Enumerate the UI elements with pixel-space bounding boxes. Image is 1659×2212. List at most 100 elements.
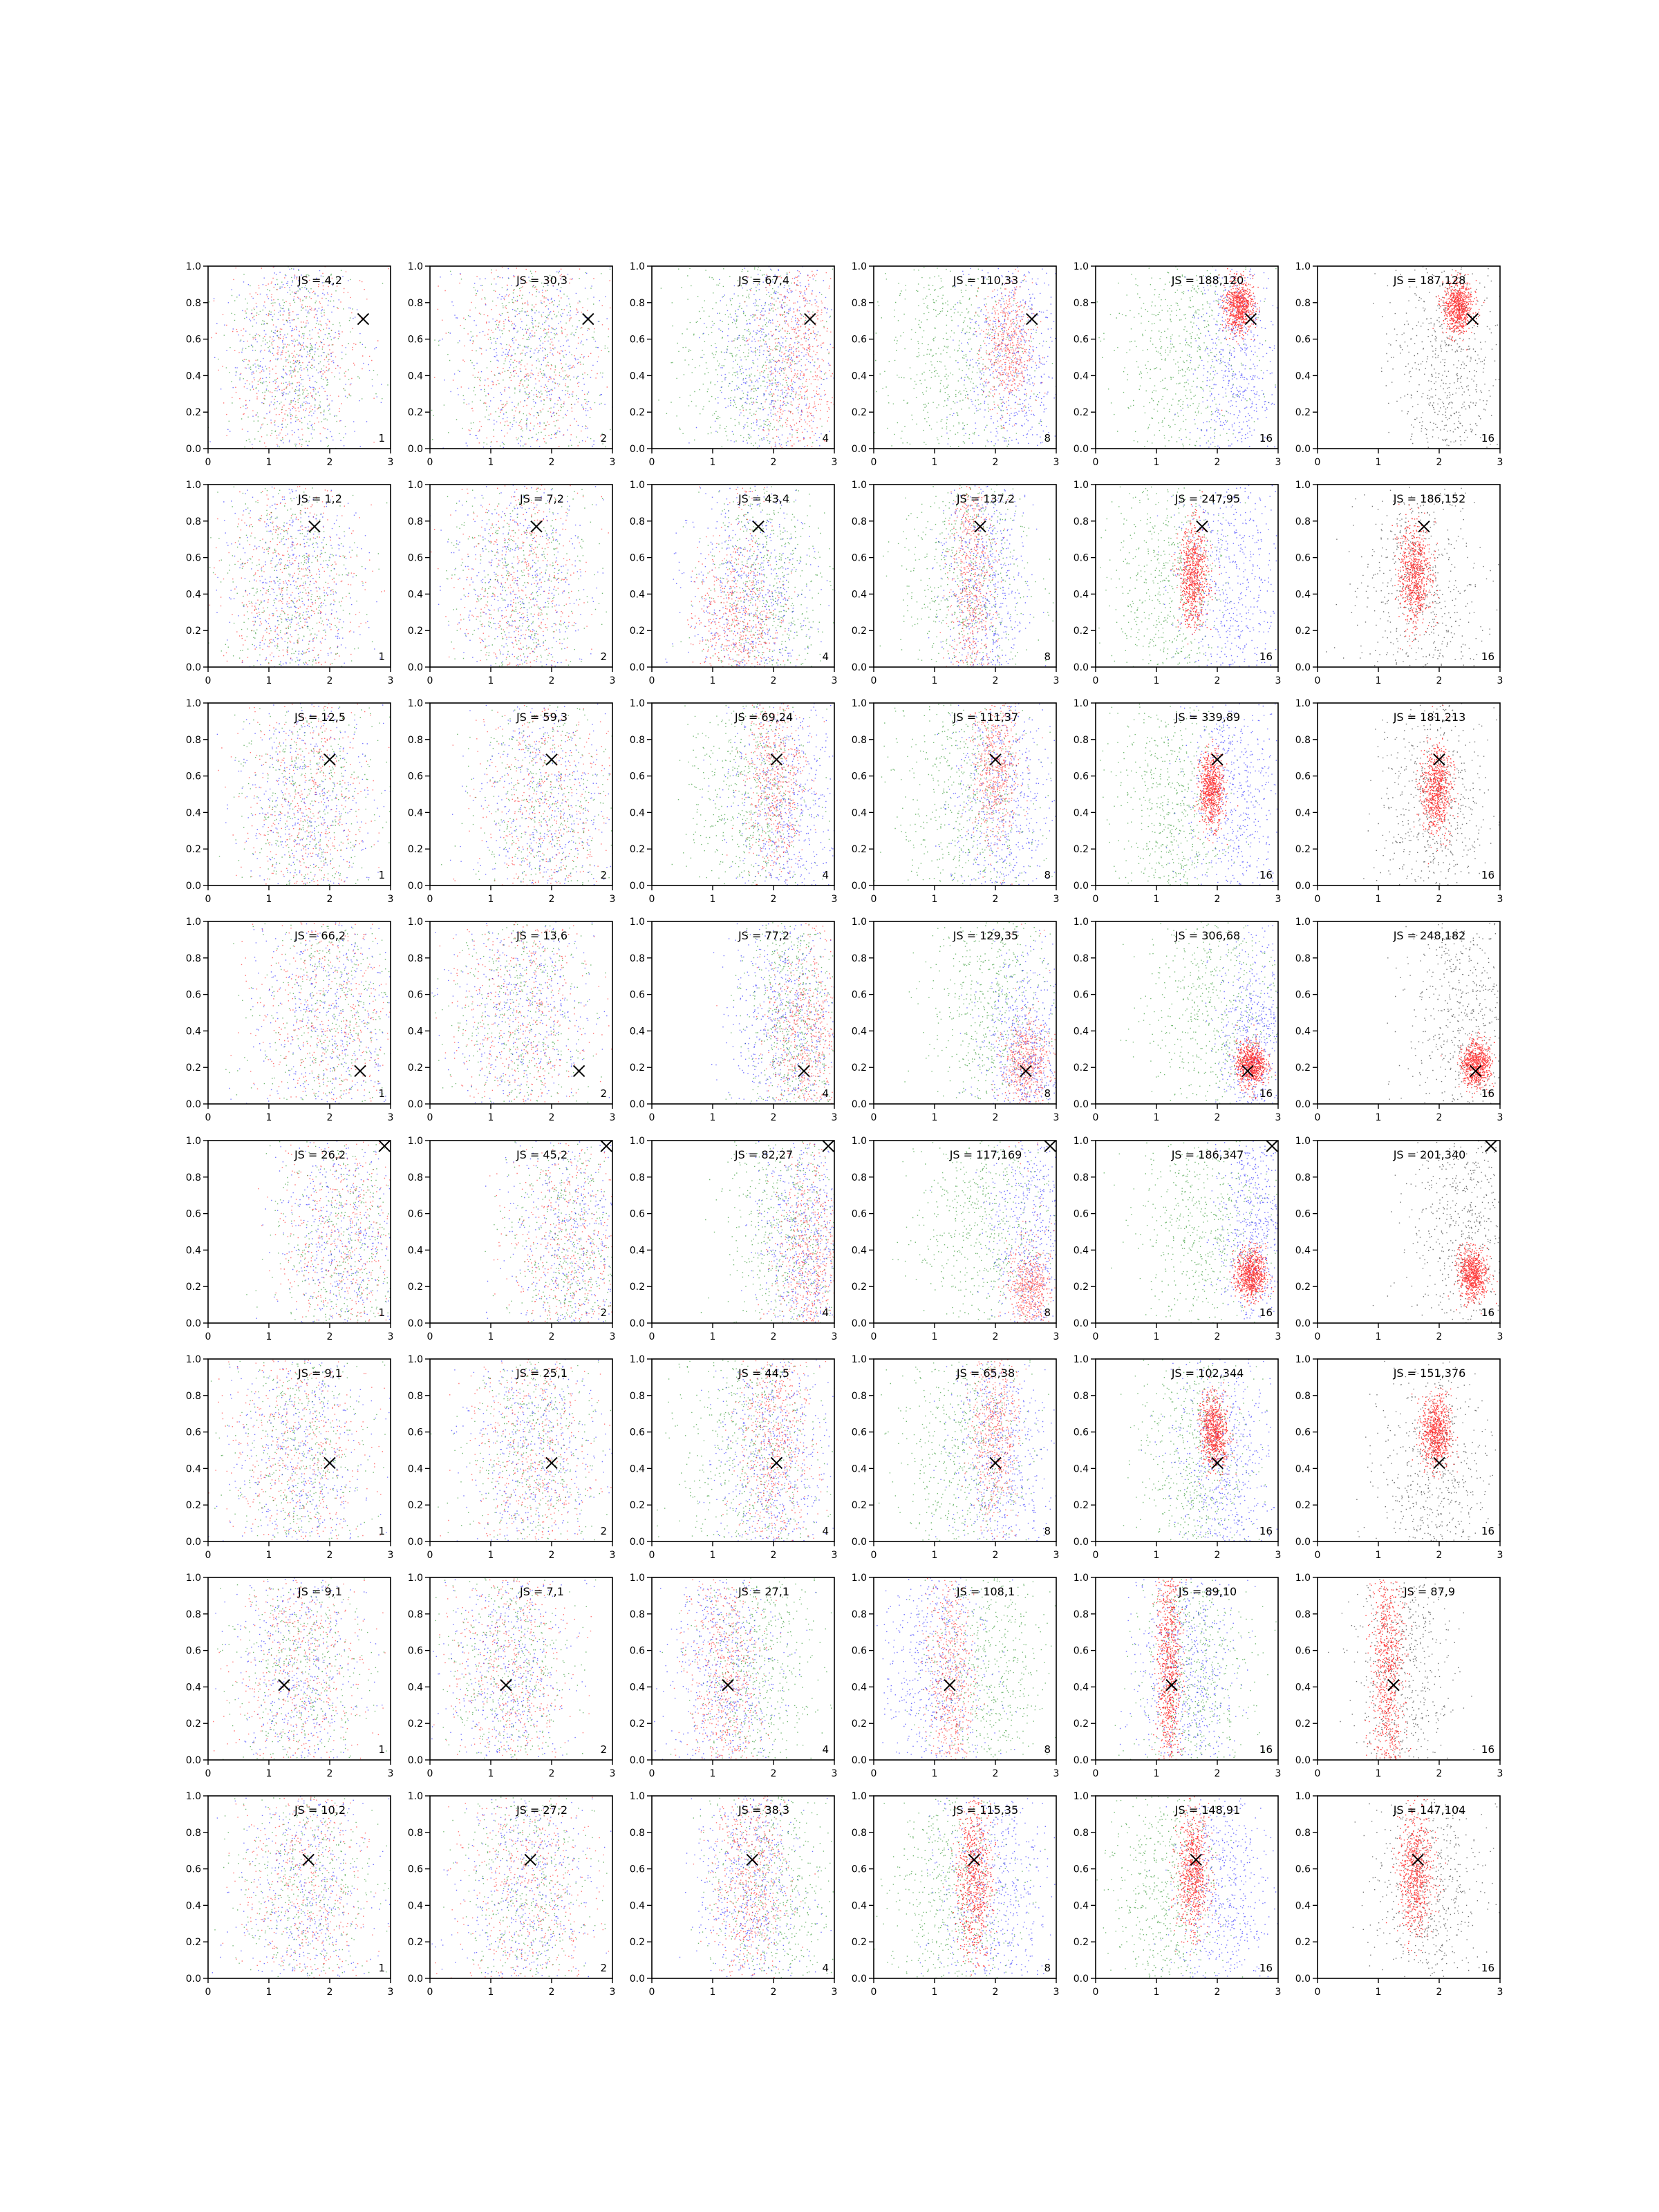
scatter-series-green (1121, 1360, 1268, 1541)
x-tick-label: 2 (993, 457, 999, 468)
y-tick-label: 1.0 (852, 1791, 867, 1802)
target-cross-marker (1027, 314, 1038, 325)
count-label: 16 (1259, 650, 1273, 663)
y-tick-label: 0.6 (408, 1864, 423, 1875)
y-tick-label: 0.8 (1074, 1172, 1089, 1183)
scatter-series-blue (647, 1580, 816, 1761)
count-label: 8 (1044, 1962, 1051, 1974)
x-tick-label: 2 (1215, 1112, 1221, 1123)
x-tick-label: 2 (771, 1112, 777, 1123)
x-tick-label: 0 (649, 894, 655, 905)
target-cross-marker (990, 754, 1001, 765)
scatter-series-blue (688, 266, 865, 449)
scatter-series-mix (209, 1360, 402, 1542)
subplot-r3-c0: 0 1 2 30.00.20.40.60.81.0JS = 66,21 (186, 917, 451, 1123)
js-score-label: JS = 69,24 (734, 711, 793, 724)
y-tick-label: 0.8 (408, 1172, 423, 1183)
y-tick-label: 0.8 (1295, 1828, 1311, 1839)
x-tick-label: 2 (1436, 675, 1443, 686)
y-tick-label: 0.8 (630, 1391, 645, 1402)
y-tick-label: 0.2 (630, 1937, 645, 1948)
x-tick-label: 1 (1376, 457, 1382, 468)
y-tick-label: 0.2 (186, 1062, 201, 1074)
y-tick-label: 1.0 (1074, 1136, 1089, 1147)
x-tick-label: 0 (205, 457, 212, 468)
subplot-r0-c0: 0 1 2 30.00.20.40.60.81.0JS = 4,21 (186, 261, 406, 468)
js-score-label: JS = 201,340 (1393, 1148, 1466, 1161)
axes-frame (874, 1577, 1056, 1760)
y-tick-label: 0.2 (1295, 626, 1311, 637)
x-tick-label: 1 (1376, 1112, 1382, 1123)
js-score-label: JS = 137,2 (956, 492, 1015, 505)
axes-frame (1096, 1577, 1278, 1760)
x-tick-label: 0 (427, 1331, 433, 1342)
subplot-r0-c1: 0 1 2 30.00.20.40.60.81.0JS = 30,32 (408, 261, 665, 468)
y-tick-label: 0.6 (630, 990, 645, 1001)
x-tick-label: 0 (427, 894, 433, 905)
scatter-series-mix (256, 1141, 442, 1323)
y-tick-label: 0.6 (186, 990, 201, 1001)
scatter-series-red (962, 703, 1043, 885)
y-tick-label: 0.0 (186, 1974, 201, 1985)
point-cloud (425, 1578, 596, 1761)
x-tick-label: 1 (932, 1987, 938, 1998)
y-tick-label: 0.0 (408, 881, 423, 892)
y-tick-label: 0.4 (1074, 807, 1089, 818)
scatter-series-red (1448, 1242, 1501, 1314)
x-tick-label: 3 (1497, 894, 1503, 905)
scatter-series-blue (1120, 1578, 1256, 1761)
y-tick-label: 1.0 (1295, 917, 1311, 928)
count-label: 4 (822, 1962, 829, 1974)
scatter-series-green (1094, 1796, 1243, 1979)
scatter-series-blue (1206, 925, 1305, 1105)
scatter-series-mix (453, 705, 633, 886)
y-tick-label: 0.0 (1295, 1974, 1311, 1985)
axes-frame (874, 921, 1056, 1104)
x-tick-label: 2 (327, 1768, 333, 1779)
y-tick-label: 0.0 (408, 1974, 423, 1985)
scatter-series-mix (217, 703, 404, 886)
y-tick-label: 0.6 (408, 1646, 423, 1657)
x-tick-label: 2 (1436, 1331, 1443, 1342)
x-tick-label: 1 (710, 1987, 716, 1998)
y-tick-label: 0.0 (186, 662, 201, 673)
y-tick-label: 0.2 (852, 407, 867, 418)
y-tick-label: 1.0 (630, 1354, 645, 1365)
x-tick-label: 0 (1093, 457, 1099, 468)
y-tick-label: 0.6 (408, 771, 423, 782)
count-label: 8 (1044, 1306, 1051, 1319)
y-tick-label: 0.4 (408, 371, 423, 382)
y-tick-label: 1.0 (408, 698, 423, 709)
x-tick-label: 0 (1315, 457, 1321, 468)
y-tick-label: 0.0 (1295, 1099, 1311, 1110)
x-tick-label: 3 (610, 675, 616, 686)
y-tick-label: 0.0 (408, 444, 423, 455)
x-tick-label: 0 (871, 1987, 877, 1998)
y-tick-label: 0.4 (852, 1682, 867, 1693)
y-tick-label: 0.8 (1295, 516, 1311, 527)
scatter-series-mix (207, 1361, 393, 1539)
x-tick-label: 0 (427, 1987, 433, 1998)
y-tick-label: 0.0 (630, 1099, 645, 1110)
count-label: 2 (600, 1962, 607, 1974)
y-tick-label: 1.0 (1074, 480, 1089, 491)
scatter-series-blue (1166, 704, 1310, 887)
subplot-r2-c0: 0 1 2 30.00.20.40.60.81.0JS = 12,51 (186, 698, 404, 905)
count-label: 2 (600, 869, 607, 881)
x-tick-label: 3 (1275, 1331, 1282, 1342)
count-label: 16 (1481, 1087, 1494, 1100)
subplot-r2-c2: 0 1 2 30.00.20.40.60.81.0JS = 69,244 (630, 698, 864, 905)
x-tick-label: 1 (1154, 675, 1160, 686)
axes-frame (430, 1796, 612, 1978)
subplot-r5-c2: 0 1 2 30.00.20.40.60.81.0JS = 44,54 (630, 1354, 851, 1561)
x-tick-label: 3 (1275, 1550, 1282, 1561)
x-tick-label: 0 (1315, 1112, 1321, 1123)
scatter-series-mix (427, 485, 616, 668)
x-tick-label: 1 (266, 1331, 272, 1342)
y-tick-label: 0.4 (1074, 1026, 1089, 1037)
x-tick-label: 3 (1053, 675, 1060, 686)
scatter-series-mix (196, 1580, 411, 1759)
target-cross-marker (771, 754, 782, 765)
